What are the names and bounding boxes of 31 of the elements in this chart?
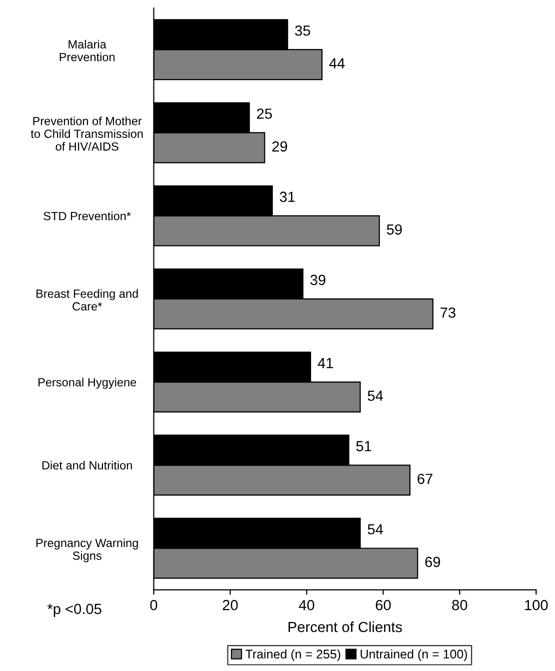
- x-tick-label: 100: [525, 600, 548, 610]
- y-tick-label: STD Prevention*: [44, 212, 131, 220]
- x-tick-label: 20: [222, 600, 238, 610]
- x-tick-label: 60: [376, 600, 391, 610]
- data-label: 31: [280, 192, 295, 202]
- x-axis-title: Percent of Clients: [288, 621, 402, 632]
- data-label: 41: [318, 358, 333, 368]
- data-label: 39: [310, 274, 326, 286]
- x-tick-label: 40: [298, 600, 314, 610]
- y-tick-label: Personal Hygyiene: [38, 378, 136, 389]
- legend-label: Untrained (n = 100): [360, 649, 468, 661]
- data-label: 69: [425, 556, 440, 568]
- data-label: 54: [368, 524, 383, 534]
- y-tick-label: Malaria Prevention: [60, 40, 115, 62]
- y-tick-label: Pregnancy Warning Signs: [36, 538, 138, 562]
- data-label: 35: [295, 25, 310, 36]
- data-label: 54: [368, 390, 383, 401]
- y-tick-label: Prevention of Mother to Child Transmission of HIV/AIDS: [30, 116, 143, 151]
- data-label: 29: [272, 141, 288, 152]
- text: *p <0.05: [47, 604, 102, 617]
- data-label: 25: [257, 108, 272, 119]
- data-label: 59: [386, 224, 402, 235]
- x-tick-label: 0: [150, 600, 158, 610]
- y-tick-label: Breast Feeding and Care*: [36, 289, 138, 311]
- legend-label: Trained (n = 255): [246, 649, 340, 661]
- data-label: 51: [356, 441, 372, 452]
- x-tick-label: 80: [452, 600, 468, 610]
- data-label: 73: [440, 307, 456, 318]
- y-tick-label: Diet and Nutrition: [42, 460, 132, 470]
- data-label: 44: [329, 58, 345, 68]
- data-label: 67: [418, 474, 432, 484]
